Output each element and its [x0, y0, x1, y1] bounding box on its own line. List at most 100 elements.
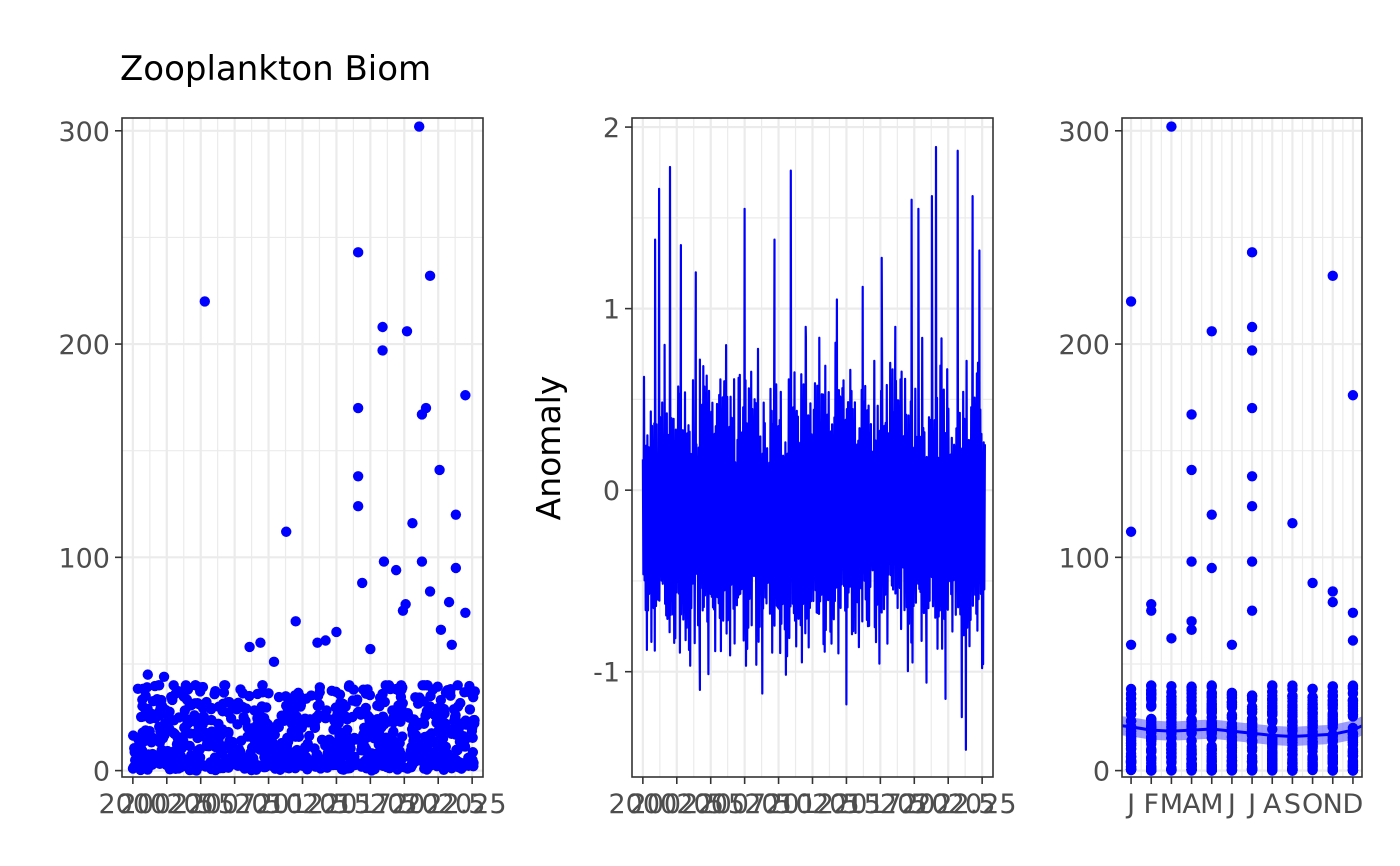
- data-point: [1267, 716, 1278, 728]
- data-point: [321, 705, 332, 716]
- data-point: [1287, 764, 1298, 776]
- x-tick-label: M: [1200, 789, 1223, 820]
- data-point: [244, 641, 255, 653]
- data-point: [262, 735, 273, 746]
- data-point: [420, 762, 432, 773]
- data-point: [385, 683, 396, 695]
- data-point: [201, 696, 212, 708]
- data-point: [280, 691, 291, 702]
- data-point: [1125, 751, 1137, 762]
- data-point: [443, 596, 455, 608]
- data-point: [1287, 518, 1298, 529]
- data-point: [1146, 765, 1157, 776]
- data-point: [145, 731, 156, 742]
- data-point: [1287, 748, 1298, 760]
- data-point: [316, 756, 328, 768]
- data-point: [1246, 471, 1258, 482]
- data-point: [219, 680, 230, 691]
- data-point: [1327, 681, 1338, 692]
- x-tick-label: 2020: [880, 789, 949, 820]
- data-point: [246, 723, 258, 734]
- data-point: [1287, 735, 1298, 746]
- data-point: [1226, 639, 1238, 650]
- data-point: [374, 700, 385, 712]
- x-tick-label: 2015: [812, 789, 881, 820]
- data-point: [1186, 741, 1197, 752]
- x-tick-label: 2005: [676, 789, 745, 820]
- data-point: [1246, 556, 1258, 567]
- x-tick-label: J: [1226, 789, 1236, 820]
- x-tick-label: 2025: [438, 789, 507, 820]
- data-point: [1206, 718, 1217, 729]
- data-point: [1327, 596, 1338, 608]
- data-point: [153, 680, 165, 691]
- data-point: [1166, 680, 1177, 692]
- data-point: [1246, 717, 1258, 729]
- data-point: [256, 701, 268, 712]
- data-point: [365, 643, 376, 655]
- data-point: [1125, 688, 1137, 700]
- data-point: [400, 599, 411, 610]
- data-point: [1347, 765, 1359, 776]
- x-tick-label: F: [1143, 789, 1159, 820]
- data-point: [387, 742, 398, 753]
- data-point: [463, 752, 474, 764]
- data-point: [452, 745, 463, 756]
- panel-3-frame: [1121, 117, 1363, 778]
- data-point: [199, 296, 210, 307]
- data-point: [309, 743, 320, 754]
- data-point: [154, 721, 165, 732]
- data-point: [1246, 763, 1258, 775]
- data-point: [164, 723, 175, 735]
- data-point: [1327, 757, 1338, 768]
- data-point: [1327, 586, 1338, 597]
- data-point: [407, 518, 418, 529]
- data-point: [1307, 722, 1318, 734]
- x-tick-label: S: [1284, 789, 1301, 820]
- data-point: [411, 740, 423, 751]
- data-point: [304, 730, 315, 742]
- data-point: [1206, 748, 1217, 759]
- data-point: [1307, 743, 1318, 754]
- data-point: [1307, 764, 1318, 776]
- y-tick-label: 200: [58, 330, 110, 361]
- x-tick-label: 2005: [166, 789, 235, 820]
- data-point: [194, 752, 206, 763]
- data-point: [401, 326, 413, 337]
- data-point: [1327, 700, 1338, 711]
- data-point: [1347, 683, 1359, 694]
- data-point: [460, 607, 471, 618]
- data-point: [144, 713, 156, 725]
- data-point: [424, 586, 436, 597]
- x-tick-label: N: [1323, 789, 1343, 820]
- data-point: [450, 562, 462, 574]
- data-point: [136, 745, 148, 756]
- data-point: [374, 728, 385, 740]
- panel-3-points: [1125, 121, 1359, 776]
- data-point: [287, 752, 299, 764]
- data-point: [1226, 702, 1238, 713]
- data-point: [309, 719, 320, 731]
- data-point: [329, 715, 340, 727]
- data-point: [407, 727, 419, 738]
- data-point: [1246, 247, 1258, 258]
- data-point: [1146, 680, 1157, 692]
- data-point: [414, 692, 425, 703]
- y-tick-label: -1: [593, 658, 620, 689]
- data-point: [377, 321, 388, 333]
- data-point: [345, 743, 356, 754]
- data-point: [1246, 500, 1258, 512]
- data-point: [415, 717, 426, 729]
- data-point: [1267, 724, 1278, 735]
- data-point: [1287, 710, 1298, 722]
- data-point: [158, 671, 170, 682]
- data-point: [268, 656, 280, 668]
- x-tick-label: 2010: [234, 789, 303, 820]
- data-point: [1307, 715, 1318, 727]
- data-point: [213, 718, 224, 730]
- data-point: [1186, 727, 1197, 738]
- data-point: [1246, 703, 1258, 715]
- y-tick-label: 2: [603, 113, 620, 144]
- data-point: [141, 682, 153, 693]
